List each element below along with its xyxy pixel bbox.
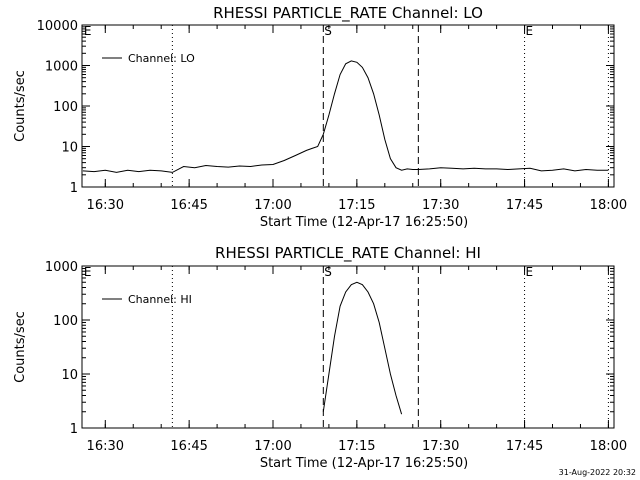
panel2-x-tick-label: 17:45 (506, 439, 543, 454)
panel2-y-tick-label: 10 (61, 368, 78, 383)
panel1-axes-frame (81, 24, 615, 188)
panel1-title: RHESSI PARTICLE_RATE Channel: LO (213, 4, 483, 23)
panel1-x-tick-label: 17:15 (338, 198, 375, 213)
panel1-y-axis-label: Counts/sec (13, 70, 28, 142)
panel1-y-tick-label: 10000 (37, 19, 78, 34)
panel2-legend-label: Channel: HI (128, 293, 192, 306)
panel1-series-line (82, 60, 609, 173)
panel2-y-tick-label: 1 (70, 422, 78, 437)
panel2-event-marker: S (324, 265, 332, 279)
panel1-x-tick-label: 17:45 (506, 198, 543, 213)
panel2-title: RHESSI PARTICLE_RATE Channel: HI (215, 244, 481, 263)
panel1-event-marker: E (526, 24, 534, 38)
panel1-y-tick-label: 100 (53, 100, 78, 115)
footer-timestamp: 31-Aug-2022 20:32 (558, 468, 636, 477)
panel2-x-axis-label: Start Time (12-Apr-17 16:25:50) (260, 456, 468, 471)
panel2-y-tick-label: 100 (53, 314, 78, 329)
panel2-y-tick-label: 1000 (45, 260, 78, 275)
panel1-x-tick-label: 17:30 (422, 198, 459, 213)
panel1-y-tick-label: 1000 (45, 60, 78, 75)
panel2-x-tick-label: 17:15 (338, 439, 375, 454)
panel1-x-tick-label: 16:45 (170, 198, 207, 213)
panel1-y-tick-label: 1 (70, 181, 78, 196)
panel2-x-tick-label: 18:00 (590, 439, 627, 454)
panel2-event-marker: E (84, 265, 92, 279)
panel1-event-marker: E (84, 24, 92, 38)
panel2-x-tick-label: 17:30 (422, 439, 459, 454)
panel1-x-tick-label: 16:30 (87, 198, 124, 213)
panel2-y-axis-label: Counts/sec (13, 311, 28, 383)
panel2-axes-frame (81, 265, 615, 429)
panel2-x-tick-label: 16:30 (87, 439, 124, 454)
panel2-x-tick-label: 16:45 (170, 439, 207, 454)
panel1-x-tick-label: 17:00 (254, 198, 291, 213)
panel2-series-line (322, 281, 403, 415)
panel1-y-tick-label: 10 (61, 141, 78, 156)
panel1-x-tick-label: 18:00 (590, 198, 627, 213)
panel1-x-axis-label: Start Time (12-Apr-17 16:25:50) (260, 215, 468, 230)
panel2-event-marker: E (526, 265, 534, 279)
panel1-legend-label: Channel: LO (128, 52, 195, 65)
panel1-event-marker: S (324, 24, 332, 38)
panel2-x-tick-label: 17:00 (254, 439, 291, 454)
